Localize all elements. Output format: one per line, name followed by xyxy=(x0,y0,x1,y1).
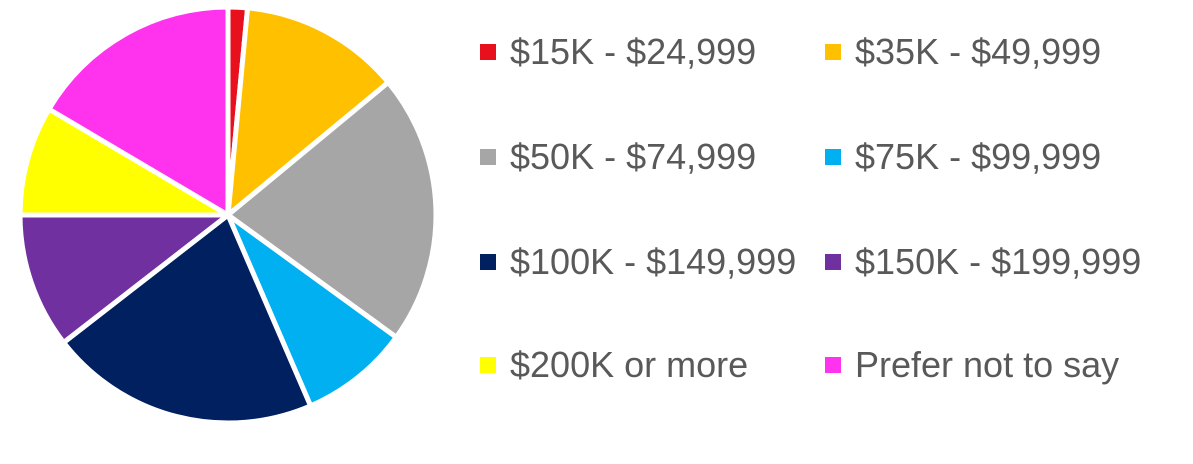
pie-slice xyxy=(61,212,314,426)
legend-item: $150K - $199,999 xyxy=(825,230,1141,294)
pie-chart xyxy=(17,4,439,426)
legend-label: $150K - $199,999 xyxy=(855,241,1142,282)
legend-label: $75K - $99,999 xyxy=(855,136,1102,177)
legend-item: $35K - $49,999 xyxy=(825,20,1101,84)
legend-item: $200K or more xyxy=(480,333,748,397)
legend-swatch xyxy=(480,149,496,165)
pie-slice xyxy=(46,4,231,218)
legend-swatch xyxy=(480,44,496,60)
legend-swatch xyxy=(480,254,496,270)
legend-label: $100K - $149,999 xyxy=(510,241,797,282)
legend-item: Prefer not to say xyxy=(825,333,1119,397)
legend-swatch xyxy=(480,357,496,373)
pie-slice xyxy=(17,212,231,345)
legend-label: $15K - $24,999 xyxy=(510,31,757,72)
legend-item: $100K - $149,999 xyxy=(480,230,796,294)
legend-label: $50K - $74,999 xyxy=(510,136,757,177)
legend-label: $35K - $49,999 xyxy=(855,31,1102,72)
legend-item: $75K - $99,999 xyxy=(825,125,1101,189)
legend-item: $15K - $24,999 xyxy=(480,20,756,84)
legend-swatch xyxy=(825,357,841,373)
legend-swatch xyxy=(825,254,841,270)
pie-slice xyxy=(17,106,231,218)
pie-slice xyxy=(225,212,399,409)
legend-label: Prefer not to say xyxy=(855,344,1120,385)
pie-slice xyxy=(225,79,439,340)
legend-swatch xyxy=(825,149,841,165)
legend-item: $50K - $74,999 xyxy=(480,125,756,189)
legend-swatch xyxy=(825,44,841,60)
legend-label: $200K or more xyxy=(510,344,749,385)
pie-slice xyxy=(225,5,391,218)
